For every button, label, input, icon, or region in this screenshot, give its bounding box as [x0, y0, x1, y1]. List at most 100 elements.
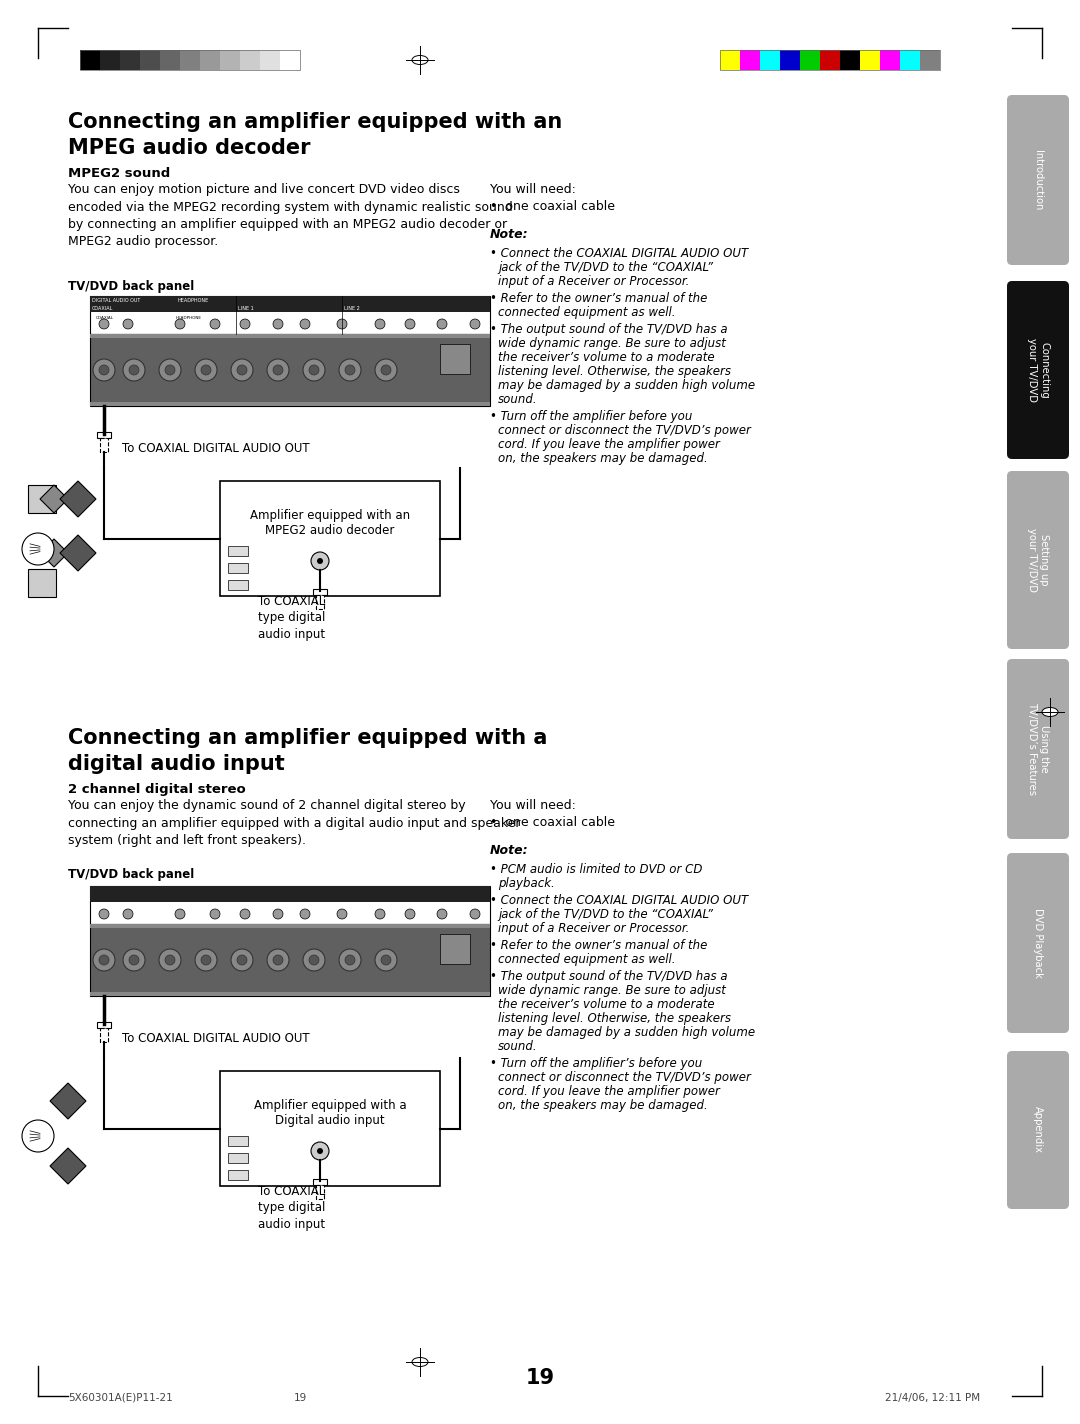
- Text: listening level. Otherwise, the speakers: listening level. Otherwise, the speakers: [498, 365, 731, 377]
- Text: connected equipment as well.: connected equipment as well.: [498, 306, 675, 319]
- Text: You will need:: You will need:: [490, 799, 576, 812]
- Circle shape: [318, 1148, 323, 1153]
- Bar: [228, 545, 248, 555]
- Bar: [80, 50, 100, 70]
- Circle shape: [159, 359, 181, 382]
- Text: MPEG2 sound: MPEG2 sound: [68, 167, 171, 179]
- Circle shape: [437, 909, 447, 918]
- Text: the receiver’s volume to a moderate: the receiver’s volume to a moderate: [498, 350, 715, 365]
- Circle shape: [375, 319, 384, 329]
- Ellipse shape: [1042, 708, 1058, 716]
- Text: Connecting an amplifier equipped with an: Connecting an amplifier equipped with an: [68, 112, 563, 132]
- Circle shape: [175, 319, 185, 329]
- Circle shape: [303, 359, 325, 382]
- Bar: [100, 50, 120, 70]
- Text: Note:: Note:: [490, 228, 528, 241]
- Circle shape: [99, 365, 109, 375]
- Text: • Connect the COAXIAL DIGITAL AUDIO OUT: • Connect the COAXIAL DIGITAL AUDIO OUT: [490, 894, 748, 907]
- Text: To COAXIAL DIGITAL AUDIO OUT: To COAXIAL DIGITAL AUDIO OUT: [122, 441, 310, 454]
- Polygon shape: [50, 1084, 86, 1119]
- Bar: [260, 50, 280, 70]
- Text: digital audio input: digital audio input: [68, 753, 285, 775]
- Circle shape: [22, 1121, 54, 1152]
- Bar: [740, 50, 760, 70]
- Bar: [90, 402, 490, 406]
- Text: playback.: playback.: [498, 877, 555, 890]
- Circle shape: [381, 365, 391, 375]
- Circle shape: [93, 948, 114, 971]
- Bar: [90, 886, 490, 924]
- Bar: [920, 50, 940, 70]
- Text: listening level. Otherwise, the speakers: listening level. Otherwise, the speakers: [498, 1012, 731, 1025]
- FancyBboxPatch shape: [1007, 471, 1069, 649]
- Text: • Turn off the amplifier’s before you: • Turn off the amplifier’s before you: [490, 1057, 702, 1069]
- Bar: [200, 50, 220, 70]
- Bar: [228, 580, 248, 590]
- Polygon shape: [40, 540, 68, 567]
- Text: sound.: sound.: [498, 1040, 538, 1052]
- Text: HEADPHONE: HEADPHONE: [176, 316, 202, 320]
- Circle shape: [339, 948, 361, 971]
- Circle shape: [129, 365, 139, 375]
- Circle shape: [273, 319, 283, 329]
- Bar: [90, 335, 490, 406]
- Text: You can enjoy the dynamic sound of 2 channel digital stereo by
connecting an amp: You can enjoy the dynamic sound of 2 cha…: [68, 799, 521, 847]
- Circle shape: [337, 909, 347, 918]
- Bar: [313, 590, 327, 595]
- Circle shape: [159, 948, 181, 971]
- Circle shape: [210, 909, 220, 918]
- Bar: [280, 50, 300, 70]
- Bar: [140, 50, 160, 70]
- Text: 2 channel digital stereo: 2 channel digital stereo: [68, 783, 246, 796]
- Circle shape: [303, 948, 325, 971]
- Bar: [97, 431, 111, 439]
- Circle shape: [470, 909, 480, 918]
- Circle shape: [165, 956, 175, 965]
- Bar: [800, 50, 820, 70]
- Text: COAXIAL: COAXIAL: [96, 316, 114, 320]
- Bar: [228, 1136, 248, 1146]
- Text: sound.: sound.: [498, 393, 538, 406]
- Circle shape: [300, 319, 310, 329]
- Circle shape: [405, 319, 415, 329]
- Circle shape: [240, 319, 249, 329]
- Circle shape: [345, 365, 355, 375]
- Circle shape: [273, 909, 283, 918]
- Bar: [90, 924, 490, 928]
- Circle shape: [22, 533, 54, 565]
- Text: 5X60301A(E)P11-21: 5X60301A(E)P11-21: [68, 1393, 173, 1403]
- Text: •  one coaxial cable: • one coaxial cable: [490, 816, 615, 829]
- Ellipse shape: [411, 1357, 428, 1367]
- Bar: [220, 481, 440, 597]
- Text: • Connect the COAXIAL DIGITAL AUDIO OUT: • Connect the COAXIAL DIGITAL AUDIO OUT: [490, 246, 748, 261]
- Text: You can enjoy motion picture and live concert DVD video discs
encoded via the MP: You can enjoy motion picture and live co…: [68, 184, 513, 249]
- Bar: [80, 50, 300, 70]
- Circle shape: [165, 365, 175, 375]
- Circle shape: [99, 956, 109, 965]
- Circle shape: [273, 365, 283, 375]
- Circle shape: [267, 948, 289, 971]
- Bar: [90, 335, 490, 337]
- Text: MPEG audio decoder: MPEG audio decoder: [68, 138, 311, 158]
- Text: Connecting
your TV/DVD: Connecting your TV/DVD: [1027, 337, 1049, 402]
- Bar: [316, 595, 324, 609]
- Bar: [97, 1022, 111, 1028]
- Text: 19: 19: [294, 1393, 307, 1403]
- Bar: [316, 1185, 324, 1199]
- Text: connected equipment as well.: connected equipment as well.: [498, 953, 675, 965]
- Circle shape: [267, 359, 289, 382]
- Text: • The output sound of the TV/DVD has a: • The output sound of the TV/DVD has a: [490, 970, 728, 983]
- Circle shape: [123, 948, 145, 971]
- Circle shape: [318, 558, 323, 564]
- Text: may be damaged by a sudden high volume: may be damaged by a sudden high volume: [498, 1027, 755, 1040]
- Circle shape: [93, 359, 114, 382]
- Bar: [228, 562, 248, 572]
- Bar: [228, 1153, 248, 1163]
- Bar: [90, 296, 490, 335]
- Circle shape: [195, 948, 217, 971]
- Text: • Turn off the amplifier before you: • Turn off the amplifier before you: [490, 410, 692, 423]
- Text: connect or disconnect the TV/DVD’s power: connect or disconnect the TV/DVD’s power: [498, 424, 751, 437]
- Polygon shape: [60, 535, 96, 571]
- Circle shape: [437, 319, 447, 329]
- Bar: [90, 886, 490, 901]
